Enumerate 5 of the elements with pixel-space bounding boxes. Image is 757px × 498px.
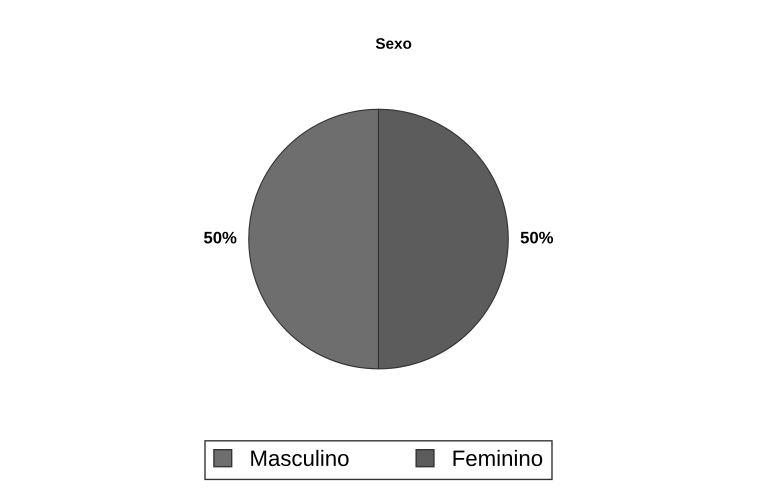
chart-title: Sexo — [376, 38, 412, 49]
legend-label: Masculino — [251, 450, 349, 466]
legend-label: Feminino — [454, 450, 542, 466]
data-label: 50% — [520, 232, 554, 244]
data-label: 50% — [204, 232, 236, 244]
